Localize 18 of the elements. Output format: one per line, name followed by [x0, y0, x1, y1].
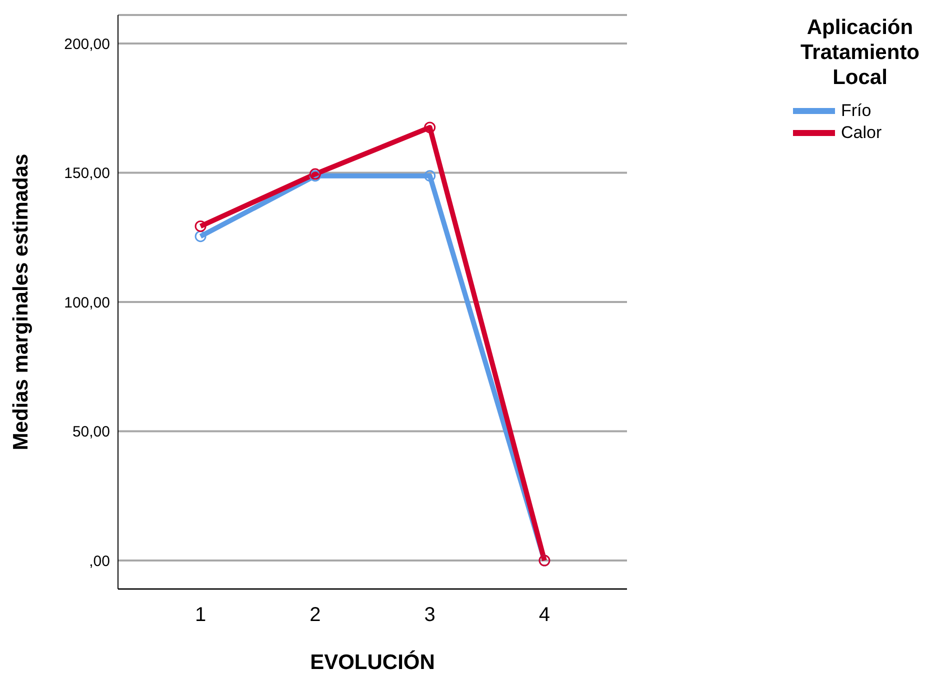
y-tick-label: 200,00: [64, 36, 110, 53]
legend-label: Calor: [840, 122, 883, 144]
point: [424, 122, 436, 134]
x-tick-label: 3: [424, 604, 436, 626]
y-tick-label: ,00: [89, 552, 110, 570]
y-tick-label: 50,00: [72, 424, 110, 441]
point: [194, 220, 206, 232]
point: [194, 230, 206, 242]
y-tick-label: 100,00: [64, 294, 110, 312]
point: [424, 170, 436, 182]
x-tick-label: 4: [538, 604, 550, 626]
legend-label: Frío: [840, 100, 872, 122]
legend-title: Aplicación Tratamiento Local: [799, 15, 921, 90]
y-axis-title: Medias marginales estimadas: [9, 154, 32, 450]
y-tick-label: 150,00: [64, 165, 110, 182]
x-tick-label: 2: [310, 604, 321, 626]
x-axis-title: EVOLUCIÓN: [310, 650, 435, 674]
x-tick-label: 1: [194, 604, 206, 626]
